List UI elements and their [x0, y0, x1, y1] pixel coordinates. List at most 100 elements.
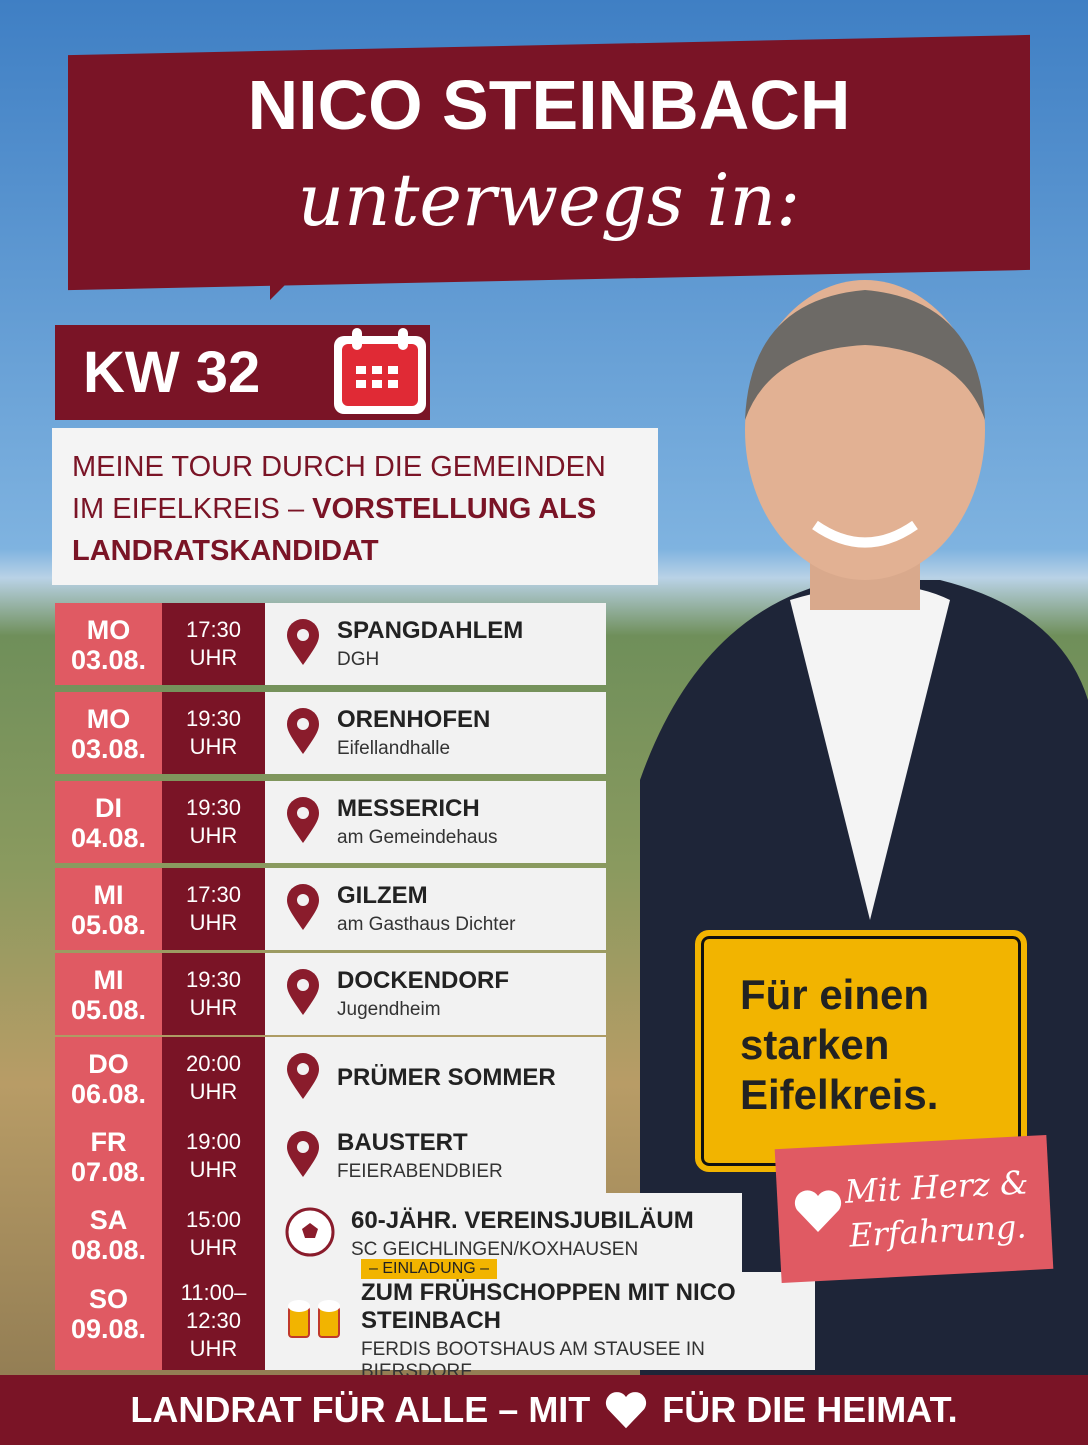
event-row: MO 03.08. 19:30 UHR ORENHOFEN Eifellandhalle [55, 692, 606, 774]
time: UHR [189, 910, 238, 935]
day-cell: DO 06.08. [55, 1037, 162, 1119]
pin-icon [287, 796, 319, 843]
badge-text: Mit Herz & Erfahrung. [844, 1160, 1032, 1257]
event-row: MO 03.08. 17:30 UHR SPANGDAHLEM DGH [55, 603, 606, 685]
time: UHR [189, 995, 238, 1020]
day: SO [88, 1284, 128, 1314]
info-cell: SPANGDAHLEM DGH [265, 603, 606, 685]
tag: – EINLADUNG – [361, 1259, 498, 1279]
time: UHR [189, 1157, 238, 1182]
day: DI [95, 793, 122, 823]
time: 19:00 [185, 1129, 242, 1154]
info-cell: BAUSTERT FEIERABENDBIER [265, 1115, 606, 1197]
icon [285, 1207, 335, 1262]
time-cell: 17:30 UHR [162, 603, 265, 685]
pin-icon [287, 883, 319, 930]
icon [285, 968, 321, 1021]
time: UHR [189, 734, 238, 759]
time-cell: 15:00 UHR [162, 1193, 265, 1275]
info-cell: – EINLADUNG – ZUM FRÜHSCHOPPEN MIT NICO S… [265, 1259, 815, 1382]
place: GILZEM [337, 882, 428, 909]
info-cell: PRÜMER SOMMER [265, 1037, 606, 1119]
pin-icon [287, 968, 319, 1015]
day-cell: MI 05.08. [55, 953, 162, 1035]
day-cell: MI 05.08. [55, 868, 162, 950]
info-cell: GILZEM am Gasthaus Dichter [265, 868, 606, 950]
info-cell: 60-JÄHR. VEREINSJUBILÄUM SC GEICHLINGEN/K… [265, 1193, 742, 1275]
event-row: DO 06.08. 20:00 UHR PRÜMER SOMMER [55, 1037, 606, 1119]
date: 03.08. [70, 645, 147, 675]
time: UHR [189, 1079, 238, 1104]
place: 60-JÄHR. VEREINSJUBILÄUM [351, 1207, 694, 1234]
detail: SC GEICHLINGEN/KOXHAUSEN [351, 1239, 639, 1260]
time: 17:30 [185, 617, 242, 642]
info-cell: ORENHOFEN Eifellandhalle [265, 692, 606, 774]
place: ORENHOFEN [337, 706, 491, 733]
week: KW 32 [83, 340, 261, 405]
time-cell: 19:30 UHR [162, 692, 265, 774]
time-cell: 19:30 UHR [162, 781, 265, 863]
event-row: SO 09.08. 11:00– 12:30 UHR – EINLADUNG – ZUM F… [55, 1259, 815, 1382]
time: 12:30 [185, 1308, 242, 1333]
day: FR [90, 1127, 127, 1157]
time: UHR [189, 645, 238, 670]
pin-icon [287, 1052, 319, 1099]
intro: MEINE TOUR DURCH DIE GEMEINDEN IM EIFELK… [52, 428, 658, 585]
day: MI [93, 965, 124, 995]
info-text: ORENHOFEN Eifellandhalle [337, 706, 490, 760]
place: DOCKENDORF [337, 967, 509, 994]
icon [285, 707, 321, 760]
info-text: 60-JÄHR. VEREINSJUBILÄUM SC GEICHLINGEN/K… [351, 1207, 694, 1261]
icon [285, 883, 321, 936]
time: 11:00– [180, 1280, 247, 1305]
event-row: FR 07.08. 19:00 UHR BAUSTERT FEIERABENDBIER [55, 1115, 606, 1197]
info-text: DOCKENDORF Jugendheim [337, 967, 509, 1021]
icon [285, 618, 321, 671]
sign-line: Eifelkreis. [740, 1071, 939, 1118]
footer-left: LANDRAT FÜR ALLE – MIT [130, 1389, 591, 1430]
time-cell: 19:00 UHR [162, 1115, 265, 1197]
date: 04.08. [70, 823, 147, 853]
event-row: MI 05.08. 17:30 UHR GILZEM am Gasthaus Dichte… [55, 868, 606, 950]
time: 15:00 [185, 1207, 242, 1232]
time: UHR [189, 823, 238, 848]
detail: DGH [337, 649, 380, 670]
time: 19:30 [185, 706, 242, 731]
info-text: GILZEM am Gasthaus Dichter [337, 882, 515, 936]
title: NICO STEINBACH [247, 66, 851, 144]
icon [285, 1052, 321, 1105]
day: MO [86, 615, 131, 645]
info-text: BAUSTERT FEIERABENDBIER [337, 1129, 503, 1183]
footer: LANDRAT FÜR ALLE – MIT FÜR DIE HEIMAT. [0, 1375, 1088, 1445]
time-cell: 20:00 UHR [162, 1037, 265, 1119]
day: MO [86, 704, 131, 734]
time: 19:30 [185, 795, 242, 820]
time-cell: 19:30 UHR [162, 953, 265, 1035]
detail: FEIERABENDBIER [337, 1161, 503, 1182]
day: MI [93, 880, 124, 910]
heart-icon [794, 1190, 842, 1232]
detail: Eifellandhalle [337, 738, 451, 759]
info-text: PRÜMER SOMMER [337, 1064, 556, 1092]
icon [285, 1130, 321, 1183]
day: SA [89, 1205, 128, 1235]
event-row: MI 05.08. 19:30 UHR DOCKENDORF Jugendheim [55, 953, 606, 1035]
time: UHR [189, 1336, 238, 1361]
info-cell: MESSERICH am Gemeindehaus [265, 781, 606, 863]
day-cell: FR 07.08. [55, 1115, 162, 1197]
ball-icon [285, 1207, 335, 1256]
sign-line: Für einen [740, 971, 930, 1018]
icon [285, 1297, 345, 1346]
date: 06.08. [70, 1079, 147, 1109]
intro-text: MEINE TOUR DURCH DIE GEMEINDEN IM EIFELK… [72, 451, 606, 525]
place: PRÜMER SOMMER [337, 1064, 556, 1091]
day: DO [88, 1049, 129, 1079]
detail: Jugendheim [337, 999, 441, 1020]
place: SPANGDAHLEM [337, 617, 524, 644]
pin-icon [287, 1130, 319, 1177]
time: 20:00 [185, 1051, 242, 1076]
time-cell: 17:30 UHR [162, 868, 265, 950]
pin-icon [287, 707, 319, 754]
